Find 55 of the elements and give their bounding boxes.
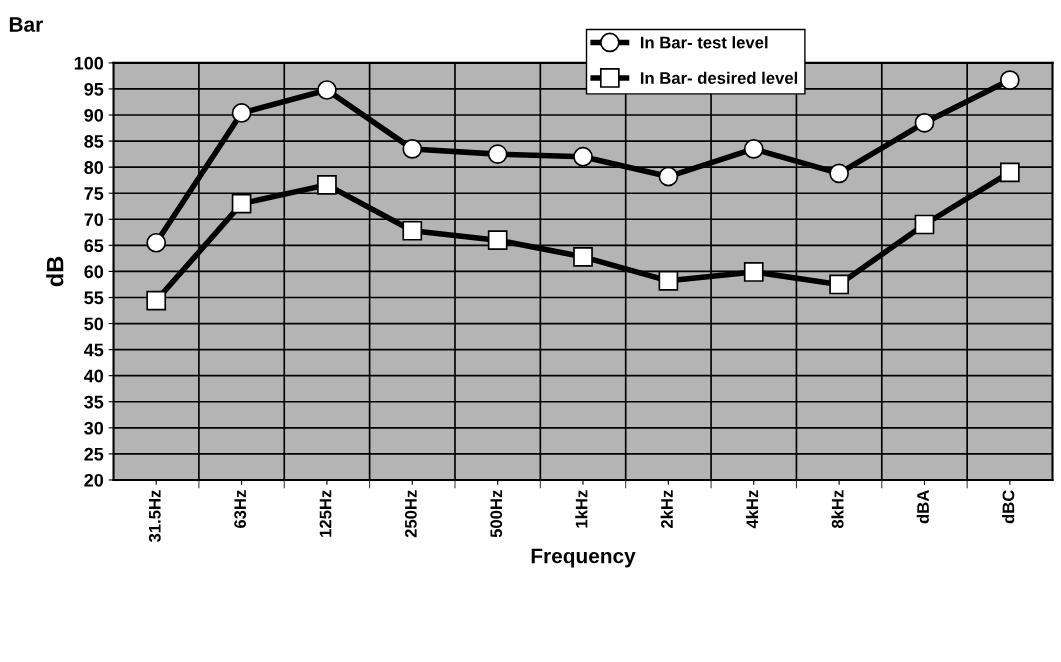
y-tick-label: 35 <box>84 395 104 409</box>
point <box>829 163 849 184</box>
point <box>146 232 167 253</box>
point <box>573 146 593 167</box>
y-tick-label: 50 <box>84 317 104 331</box>
point <box>999 162 1020 183</box>
y-tick-label: 80 <box>84 161 104 174</box>
legend-label: In Bar- test level <box>640 36 768 49</box>
legend-label: In Bar- desired level <box>640 71 798 84</box>
x-tick-label: dBC <box>1002 490 1015 524</box>
point <box>914 214 935 235</box>
point <box>487 230 508 251</box>
point <box>658 166 679 187</box>
point <box>402 139 423 159</box>
y-tick-label: 45 <box>84 343 104 357</box>
point <box>487 144 508 164</box>
x-tick-label: 31.5Hz <box>148 490 161 543</box>
y-tick-label: 75 <box>84 187 104 200</box>
x-tick-label: 250Hz <box>404 490 417 538</box>
y-tick-label: 65 <box>84 239 104 253</box>
y-tick-label: 25 <box>84 447 104 461</box>
y-axis-title: dB <box>46 256 64 287</box>
point <box>999 70 1020 90</box>
point <box>317 80 337 100</box>
y-tick-label: 30 <box>84 421 104 435</box>
x-tick-label: dBA <box>916 490 929 524</box>
y-tick-label: 20 <box>84 473 104 487</box>
x-tick-label: 8kHz <box>831 490 844 529</box>
x-tick-label: 63Hz <box>234 490 247 528</box>
point <box>402 220 423 241</box>
point <box>914 112 935 133</box>
x-tick-label: 1kHz <box>575 490 588 528</box>
point <box>658 270 679 291</box>
chart-title: Bar <box>9 17 43 32</box>
y-tick-label: 40 <box>84 369 104 383</box>
point <box>573 246 593 267</box>
point <box>317 175 337 195</box>
x-tick-label: 4kHz <box>745 490 759 529</box>
x-tick-label: 125Hz <box>319 490 332 537</box>
point <box>829 274 849 295</box>
y-tick-label: 70 <box>84 213 104 227</box>
y-tick-label: 95 <box>84 82 104 96</box>
point <box>146 290 167 311</box>
point <box>743 139 764 159</box>
y-tick-label: 90 <box>84 108 104 122</box>
x-tick-label: 500Hz <box>490 490 503 538</box>
x-axis-title: Frequency <box>531 548 636 568</box>
point <box>231 193 252 214</box>
y-tick-label: 100 <box>74 56 104 70</box>
y-tick-label: 60 <box>84 265 104 279</box>
y-tick-label: 85 <box>84 135 104 148</box>
point <box>743 262 764 282</box>
point <box>231 103 252 123</box>
x-tick-label: 2kHz <box>660 490 673 528</box>
y-tick-label: 55 <box>84 291 104 305</box>
